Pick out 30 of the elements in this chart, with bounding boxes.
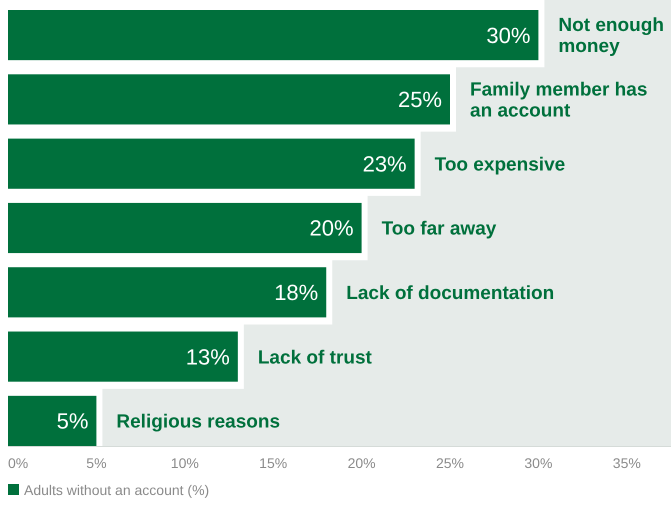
bar <box>8 202 362 254</box>
x-tick-label: 35% <box>612 455 641 471</box>
y-tick-label: Religious reasons <box>116 412 280 433</box>
x-tick-label: 15% <box>259 455 288 471</box>
bar <box>8 332 238 382</box>
x-tick-label: 5% <box>86 455 107 471</box>
bar <box>8 138 415 189</box>
y-tick-label: Too expensive <box>434 154 566 176</box>
x-tick-label: 30% <box>524 455 552 471</box>
text: 23% <box>362 151 407 176</box>
bar <box>8 10 538 60</box>
x-tick-label: 25% <box>436 455 464 471</box>
y-tick-label: Not enough money <box>558 15 664 58</box>
text: 5% <box>56 408 88 434</box>
text: 30% <box>486 22 530 48</box>
y-tick-label: Lack of trust <box>258 347 373 368</box>
x-tick-label: 10% <box>170 455 199 471</box>
x-tick-label: 0% <box>8 455 28 471</box>
y-tick-label: Lack of documentation <box>346 282 554 304</box>
text: 25% <box>398 87 442 112</box>
bar <box>8 74 450 124</box>
x-tick-label: 20% <box>348 455 376 471</box>
bar <box>8 267 326 318</box>
bar <box>8 396 96 446</box>
y-tick-label: Family member has an account <box>470 80 648 122</box>
text: 13% <box>186 344 230 370</box>
legend-label: Adults without an account (%) <box>24 482 210 498</box>
y-tick-label: Too far away <box>382 218 497 240</box>
text: 20% <box>310 216 354 241</box>
text: 18% <box>274 280 318 306</box>
